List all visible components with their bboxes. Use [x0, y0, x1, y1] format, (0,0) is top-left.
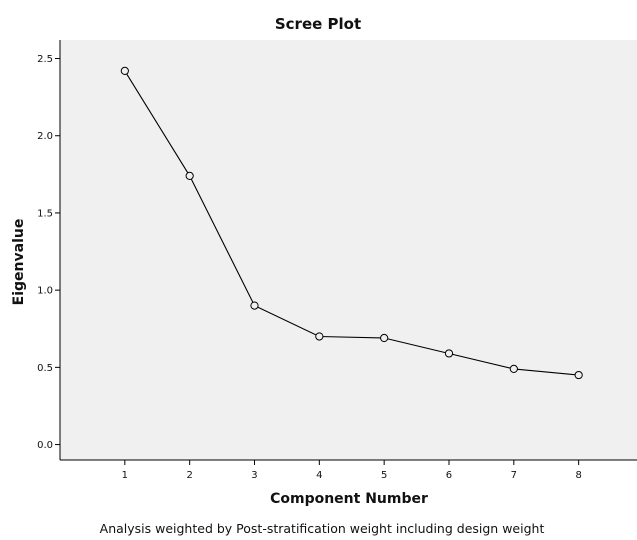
series-line [124, 70, 579, 376]
chart-title: Scree Plot [275, 15, 361, 33]
x-tick-label: 2 [186, 470, 192, 481]
data-point [120, 66, 129, 75]
data-point [185, 171, 194, 180]
data-point [250, 301, 259, 310]
footnote: Analysis weighted by Post-stratification… [100, 521, 545, 536]
x-tick-label: 6 [446, 470, 452, 481]
y-tick-label: 2.5 [37, 54, 53, 65]
x-axis-title: Component Number [270, 491, 428, 507]
x-tick-label: 4 [316, 470, 322, 481]
y-tick-label: 1.0 [37, 286, 53, 297]
data-point [444, 349, 454, 358]
x-tick-label: 5 [381, 470, 387, 481]
x-tick-label: 1 [122, 470, 128, 481]
y-tick-label: 0.0 [37, 440, 53, 451]
y-axis-title: Eigenvalue [11, 219, 27, 306]
data-point [509, 364, 518, 373]
y-tick-label: 2.0 [37, 131, 53, 142]
x-tick-label: 7 [511, 470, 517, 481]
y-tick-label: 0.5 [37, 363, 53, 374]
plot-area [60, 40, 637, 460]
y-tick-label: 1.5 [37, 208, 53, 219]
eigenvalue-line [124, 70, 579, 376]
data-point [315, 332, 324, 341]
data-markers [120, 66, 583, 380]
axes [59, 40, 637, 461]
x-tick-label: 8 [575, 470, 581, 481]
data-point [380, 333, 389, 343]
tick-marks: 0.0 0.5 1.0 1.5 2.0 2.5 1 2 3 4 5 6 7 8 [37, 54, 582, 481]
data-point [574, 370, 583, 380]
x-tick-label: 3 [251, 470, 257, 481]
